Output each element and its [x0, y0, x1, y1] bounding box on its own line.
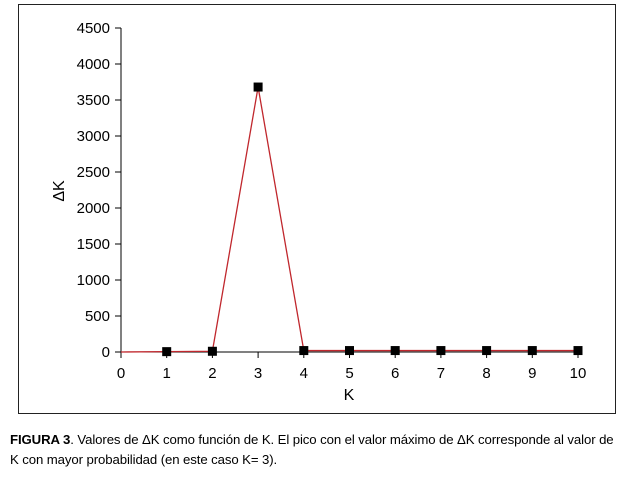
x-tick-label: 5 — [345, 365, 353, 382]
chart: 0 500 1000 1500 2000 2500 3000 3500 4000 4500 0 1 2… — [51, 20, 587, 404]
x-tick-label: 2 — [208, 365, 216, 382]
x-tick-label: 6 — [391, 365, 399, 382]
series-line — [120, 86, 578, 353]
y-tick-label: 4500 — [77, 20, 110, 37]
y-axis-title: ΔK — [51, 180, 68, 202]
markers — [162, 82, 583, 357]
caption-label: FIGURA 3 — [10, 432, 71, 447]
figure-frame — [18, 4, 616, 414]
data-point-marker — [527, 346, 537, 356]
x-tick-label: 0 — [117, 365, 125, 382]
y-tick-label: 4000 — [77, 56, 110, 73]
data-point-marker — [345, 346, 354, 356]
data-point-marker — [390, 346, 400, 356]
x-tick-label: 10 — [570, 365, 587, 382]
y-tick-label: 0 — [102, 344, 110, 361]
x-tick-label: 7 — [437, 365, 445, 382]
data-point-marker — [207, 346, 217, 356]
data-point-marker — [253, 82, 263, 92]
data-point-marker — [482, 346, 492, 356]
y-tick-label: 2500 — [77, 164, 110, 181]
y-tick-label: 3500 — [77, 92, 110, 109]
data-point-marker — [162, 347, 172, 357]
y-tick-label: 2000 — [77, 200, 110, 217]
x-tick-label: 1 — [163, 365, 171, 382]
x-axis: 0 1 2 3 4 5 6 7 8 9 10 — [117, 351, 587, 382]
data-point-marker — [436, 346, 446, 356]
data-point-marker — [573, 346, 583, 356]
y-tick-label: 500 — [85, 308, 110, 325]
y-tick-label: 1500 — [77, 236, 110, 253]
caption-text: . Valores de ΔK como función de K. El pi… — [10, 432, 614, 467]
y-tick-label: 1000 — [77, 272, 110, 289]
x-axis-title: K — [344, 387, 355, 404]
x-tick-label: 9 — [528, 365, 536, 382]
figure-caption: FIGURA 3. Valores de ΔK como función de … — [10, 430, 622, 470]
x-tick-label: 3 — [254, 365, 262, 382]
y-axis: 0 500 1000 1500 2000 2500 3000 3500 4000 4500 — [77, 20, 122, 361]
x-tick-label: 4 — [300, 365, 308, 382]
x-tick-label: 8 — [482, 365, 490, 382]
y-tick-label: 3000 — [77, 128, 110, 145]
data-point-marker — [299, 346, 309, 356]
